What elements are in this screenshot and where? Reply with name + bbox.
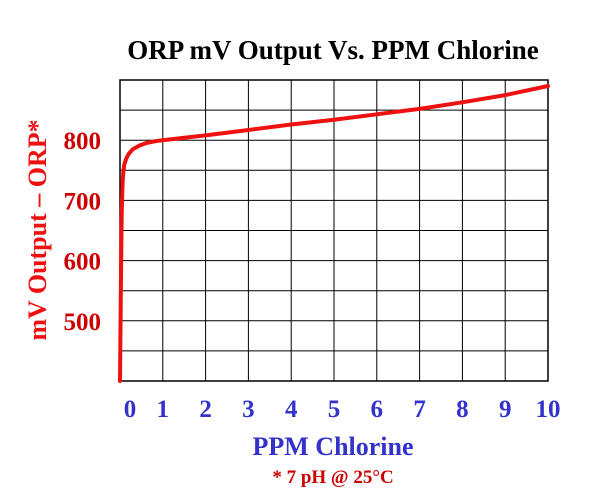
x-tick-label-3: 3 <box>242 396 255 423</box>
y-tick-label-800: 800 <box>64 128 102 155</box>
x-tick-label-7: 7 <box>413 396 426 423</box>
chart-title: ORP mV Output Vs. PPM Chlorine <box>127 35 539 65</box>
x-tick-label-10: 10 <box>536 396 561 423</box>
x-axis-label: PPM Chlorine <box>252 432 413 461</box>
x-tick-label-0: 0 <box>124 396 137 423</box>
plot-area <box>119 79 549 382</box>
x-tick-label-9: 9 <box>499 396 512 423</box>
y-tick-labels: 500 600 700 800 <box>64 128 102 336</box>
y-axis-label: mV Output – ORP* <box>23 119 52 340</box>
x-tick-label-8: 8 <box>456 396 469 423</box>
footnote: * 7 pH @ 25°C <box>272 467 393 488</box>
x-tick-labels: 0 1 2 3 4 5 6 7 8 9 10 <box>124 396 561 423</box>
x-tick-label-2: 2 <box>199 396 212 423</box>
y-tick-label-500: 500 <box>64 309 102 336</box>
gridlines <box>120 80 548 381</box>
x-tick-label-1: 1 <box>157 396 170 423</box>
x-tick-label-5: 5 <box>328 396 341 423</box>
x-tick-label-4: 4 <box>285 396 298 423</box>
y-tick-label-700: 700 <box>64 188 102 215</box>
y-tick-label-600: 600 <box>64 249 102 276</box>
x-tick-label-6: 6 <box>371 396 384 423</box>
orp-curve <box>118 84 550 383</box>
